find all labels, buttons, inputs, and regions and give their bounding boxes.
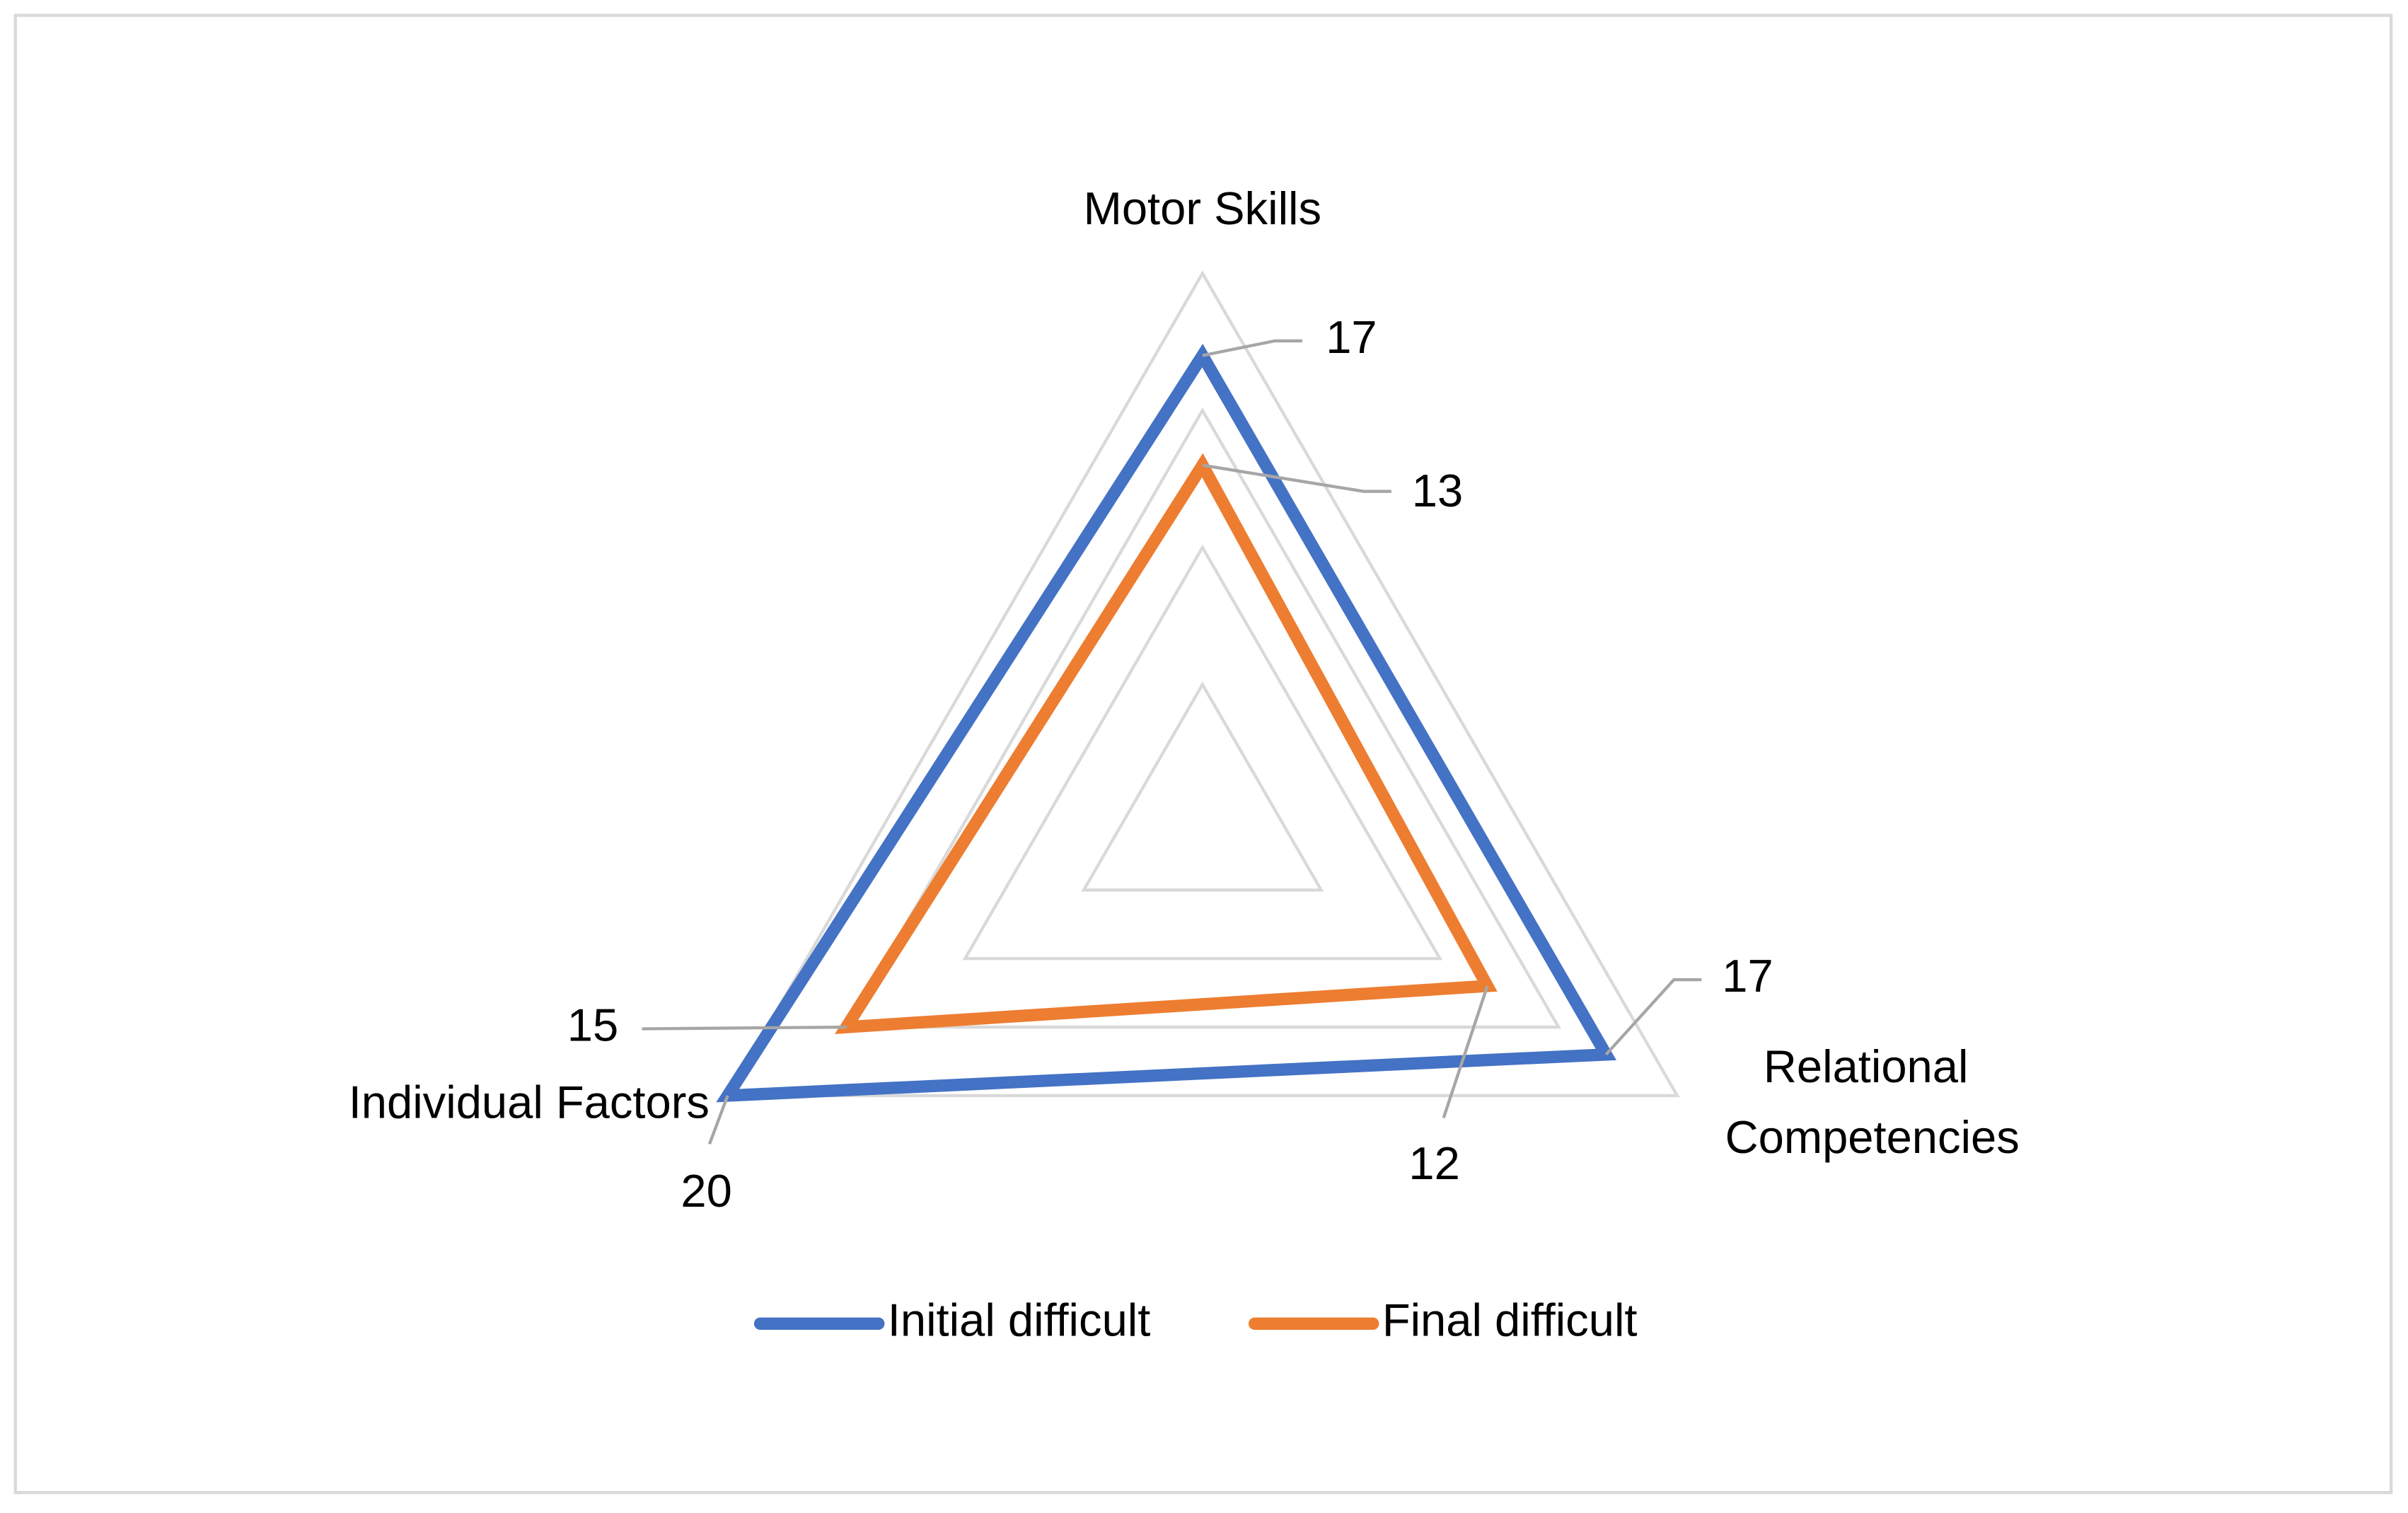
- leader-line: [1604, 978, 1702, 1056]
- grid-ring: [1081, 681, 1324, 892]
- data-label: 13: [1412, 465, 1463, 516]
- category-label: Relational Competencies: [1713, 1040, 2020, 1163]
- data-label: 17: [1722, 950, 1773, 1002]
- series-line: [834, 453, 1498, 1034]
- data-label: 12: [1408, 1137, 1459, 1189]
- grid-ring: [962, 544, 1443, 961]
- data-label: 15: [567, 999, 618, 1051]
- legend-label: Initial difficult: [888, 1294, 1151, 1346]
- category-label: Motor Skills: [1084, 182, 1321, 234]
- leader-line: [1202, 463, 1391, 493]
- leader-line: [642, 1025, 847, 1031]
- series-line: [716, 343, 1616, 1103]
- legend-label: Final difficult: [1382, 1294, 1638, 1346]
- leader-line: [1442, 985, 1489, 1119]
- grid-ring: [843, 407, 1561, 1029]
- data-label: 20: [681, 1165, 731, 1217]
- chart-border: [13, 13, 2393, 1495]
- leader-line: [707, 1095, 729, 1145]
- category-label: Individual Factors: [349, 1076, 710, 1127]
- grid-ring: [724, 270, 1680, 1098]
- leader-line: [1202, 339, 1302, 357]
- data-label: 17: [1326, 311, 1377, 363]
